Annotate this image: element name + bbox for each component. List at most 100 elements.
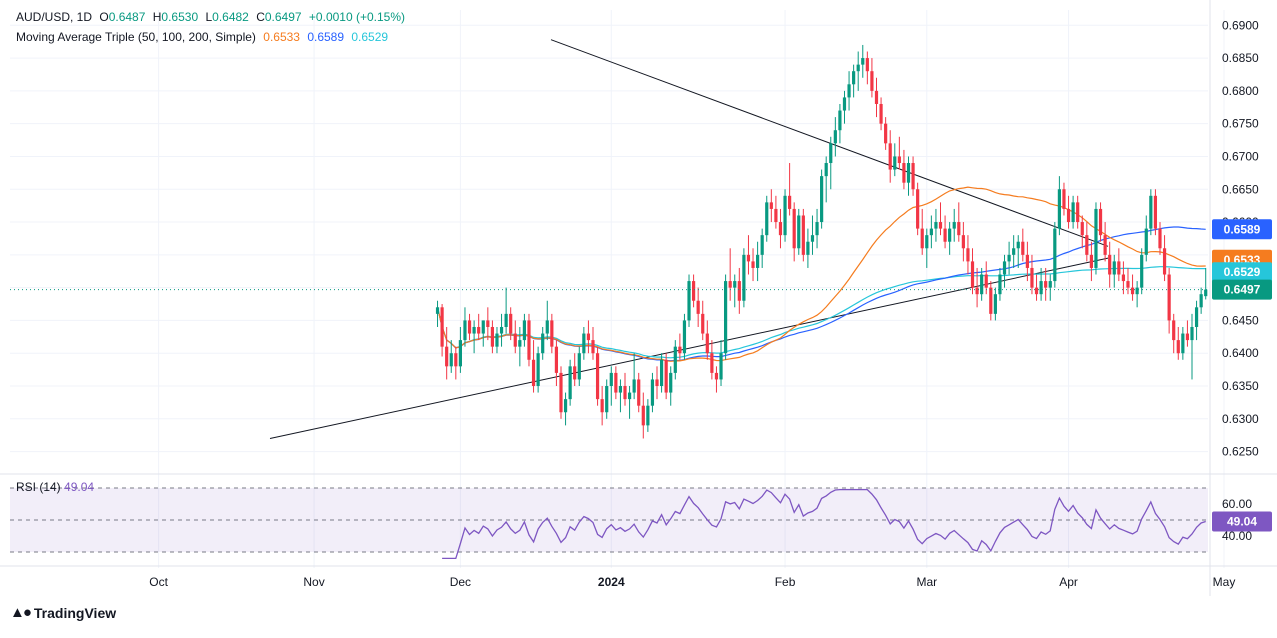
candle[interactable] [838,103,842,144]
candle[interactable] [1103,222,1107,262]
candle[interactable] [467,313,472,341]
rsi-line[interactable] [442,488,1206,560]
upper-trendline[interactable] [550,39,1109,247]
candle[interactable] [582,326,586,360]
candle[interactable] [1030,254,1034,295]
candle[interactable] [490,320,495,354]
candle[interactable] [701,300,705,341]
candle[interactable] [1199,287,1203,314]
candle[interactable] [1108,241,1112,288]
candle[interactable] [504,287,508,334]
candle[interactable] [1071,195,1075,229]
candle[interactable] [1094,202,1098,275]
candle[interactable] [929,215,933,249]
candle[interactable] [559,366,563,419]
candle[interactable] [737,267,741,314]
candle[interactable] [550,313,554,354]
candle[interactable] [975,267,979,308]
candle[interactable] [920,208,924,255]
candle[interactable] [742,248,746,308]
candle[interactable] [966,235,970,275]
candle[interactable] [1007,241,1011,275]
candle[interactable] [1190,313,1194,380]
candle[interactable] [760,228,764,268]
candle[interactable] [1039,267,1043,301]
candle[interactable] [577,346,581,387]
candle[interactable] [1176,326,1180,360]
candle[interactable] [531,340,536,393]
candle[interactable] [847,71,851,111]
candle[interactable] [600,386,604,426]
candle[interactable] [1066,195,1071,229]
candle[interactable] [774,195,778,229]
candle[interactable] [1053,222,1057,288]
candle[interactable] [1057,176,1061,236]
candle[interactable] [989,281,993,321]
candle[interactable] [632,353,636,400]
candle[interactable] [765,195,769,242]
candle[interactable] [756,241,760,282]
candle[interactable] [664,353,668,400]
candle[interactable] [719,340,723,387]
lower-trendline[interactable] [269,257,1109,439]
candle[interactable] [445,326,449,380]
candle[interactable] [1080,215,1084,249]
candle[interactable] [1162,235,1167,282]
candle[interactable] [687,274,691,327]
candle[interactable] [797,208,801,255]
candle[interactable] [696,287,700,327]
candle[interactable] [705,320,709,360]
candle[interactable] [948,222,952,255]
candle[interactable] [1012,235,1016,268]
candle[interactable] [659,353,664,393]
candle[interactable] [723,274,728,360]
candle[interactable] [1153,189,1158,236]
candle[interactable] [733,274,737,308]
candle[interactable] [623,372,627,406]
candle[interactable] [1172,313,1176,354]
candle[interactable] [801,208,805,262]
candle[interactable] [472,320,476,354]
candle[interactable] [1135,281,1139,308]
candle[interactable] [1117,248,1121,282]
candle[interactable] [906,156,911,196]
candle[interactable] [627,386,632,419]
candle[interactable] [545,300,549,341]
candle[interactable] [486,307,490,341]
candle[interactable] [1158,222,1162,255]
candle[interactable] [495,326,499,354]
candle[interactable] [614,366,618,400]
ma200-line[interactable] [436,266,1206,359]
candle[interactable] [820,169,824,229]
candle[interactable] [1076,195,1080,229]
candle[interactable] [865,51,869,85]
candle[interactable] [678,333,682,360]
candle[interactable] [518,326,522,367]
candle[interactable] [884,117,888,150]
candle[interactable] [481,320,485,347]
candle[interactable] [879,97,883,131]
candle[interactable] [1167,267,1171,334]
candle[interactable] [1140,248,1144,295]
candle[interactable] [586,320,591,354]
candle[interactable] [852,64,856,98]
candle[interactable] [1121,261,1126,295]
candle[interactable] [1144,215,1148,262]
candle[interactable] [1002,254,1007,288]
candle[interactable] [691,274,696,308]
candle[interactable] [637,372,641,413]
candle[interactable] [806,228,810,268]
candle[interactable] [1085,222,1089,262]
candle[interactable] [609,366,613,406]
candle[interactable] [934,208,938,242]
candle[interactable] [1204,267,1208,300]
candle[interactable] [527,313,531,367]
candle[interactable] [463,307,467,347]
candle[interactable] [893,143,897,177]
candle[interactable] [829,136,833,190]
candle[interactable] [605,379,609,419]
candle[interactable] [993,287,997,321]
candle[interactable] [788,163,792,216]
candle[interactable] [522,313,527,347]
